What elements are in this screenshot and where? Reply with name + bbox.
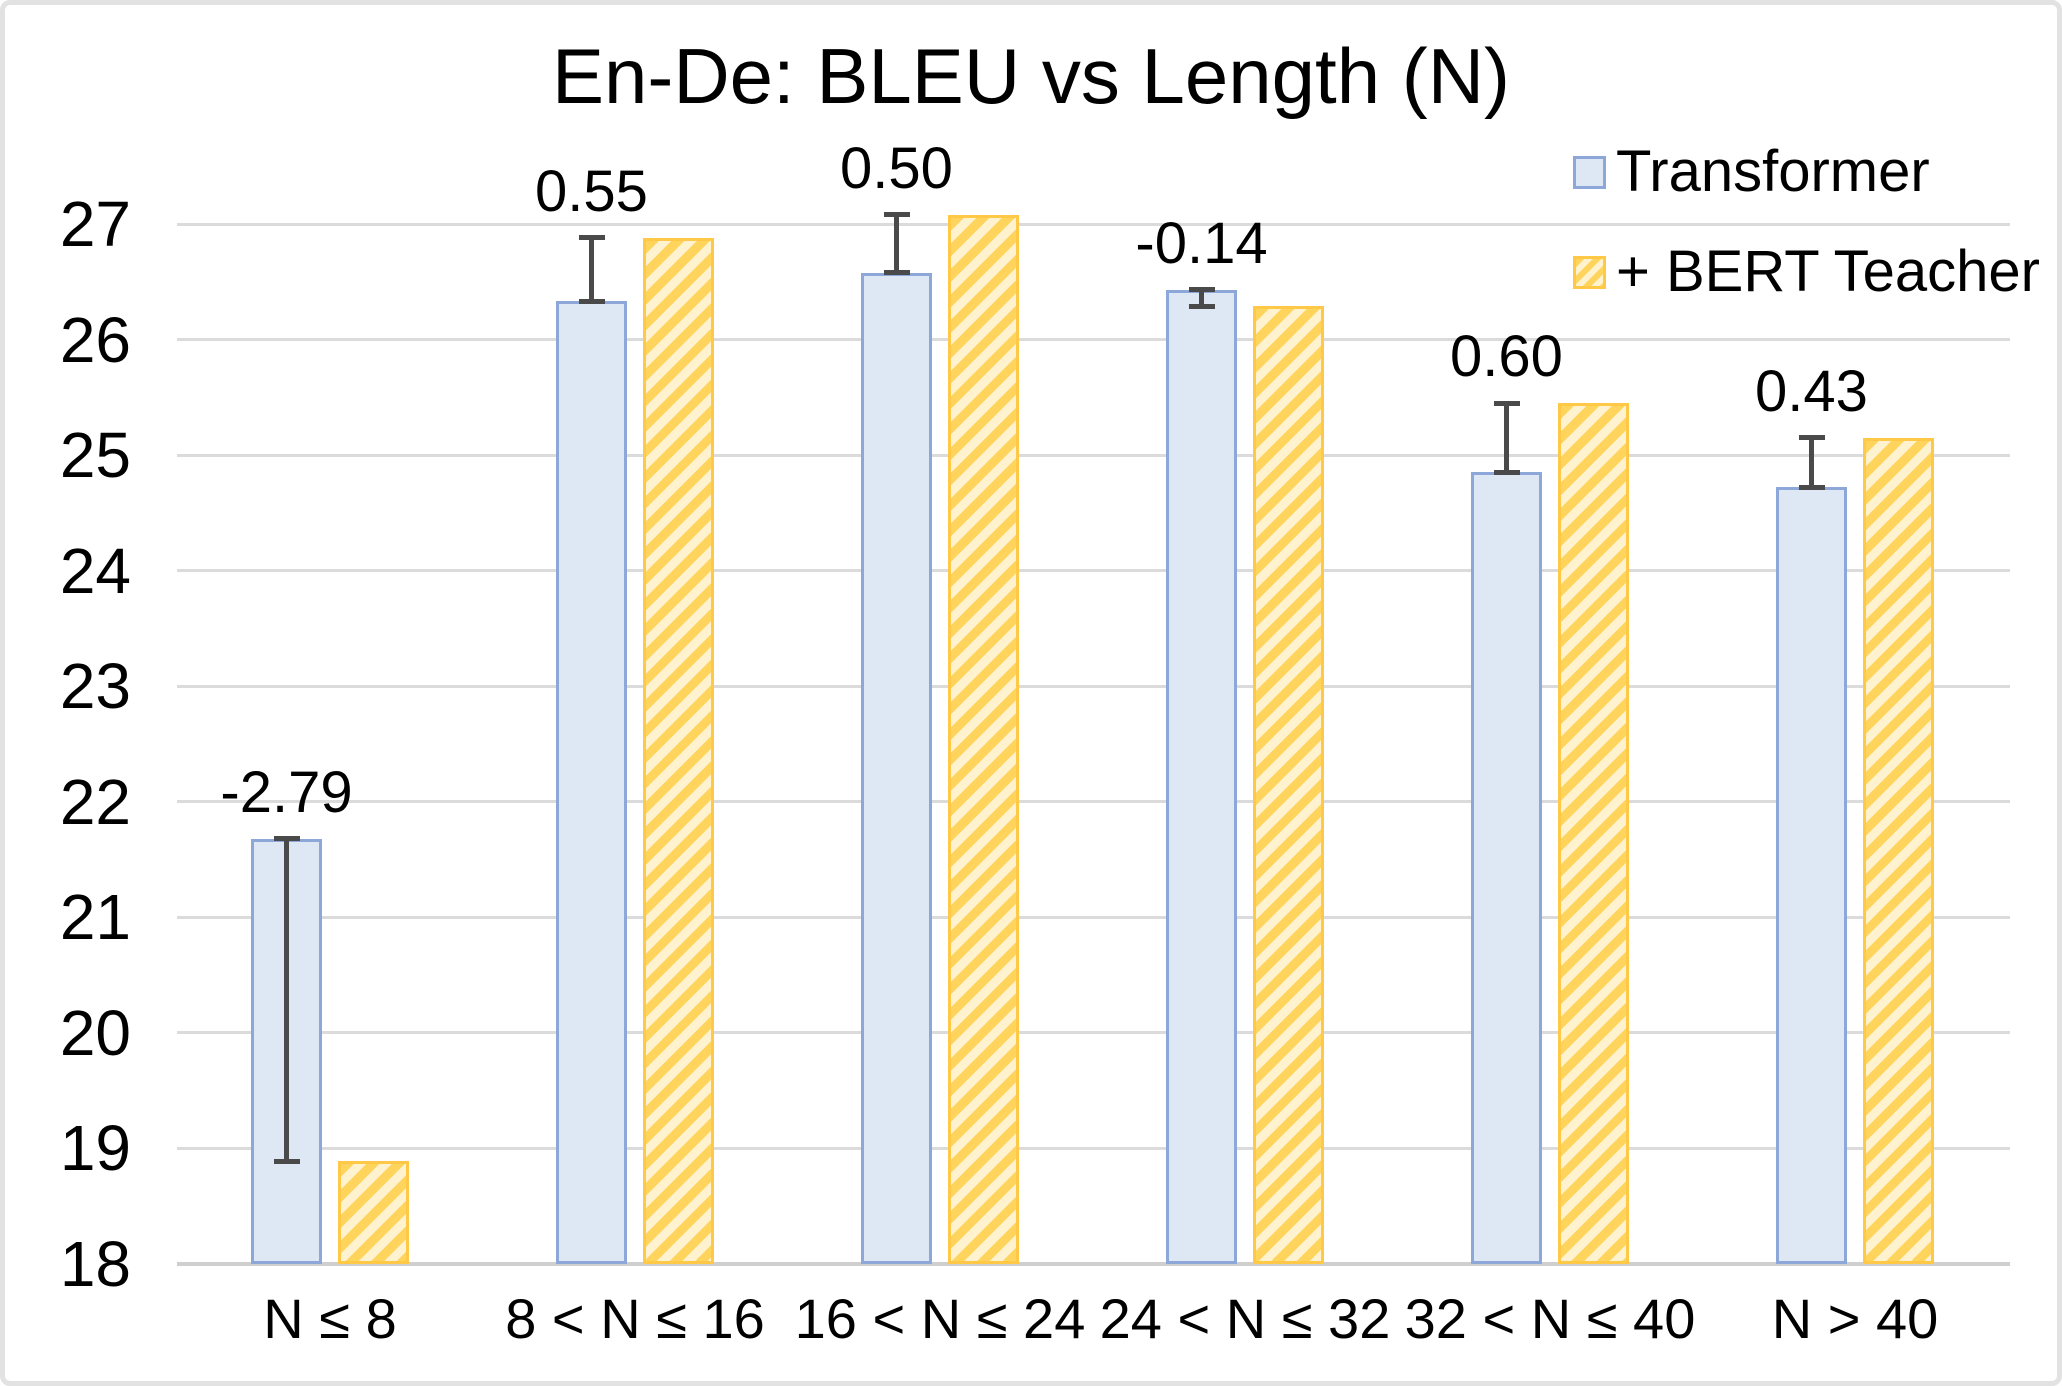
grid-line	[177, 453, 2010, 457]
legend-swatch-transformer-icon	[1573, 155, 1606, 189]
grid-line	[177, 800, 2010, 804]
bar-bert-teacher	[1863, 437, 1934, 1264]
delta-label: 0.60	[1450, 324, 1563, 390]
delta-label: -2.79	[220, 759, 353, 825]
error-bar	[284, 838, 289, 1162]
bar-transformer	[1471, 472, 1542, 1264]
error-bar-cap	[1493, 400, 1520, 406]
y-tick-label: 21	[59, 881, 131, 954]
y-tick-label: 26	[59, 303, 131, 376]
grid-line	[177, 338, 2010, 342]
grid-line	[177, 1031, 2010, 1035]
error-bar-cap	[273, 1158, 300, 1164]
error-bar-cap	[1798, 435, 1825, 441]
bar-bert-teacher	[1253, 306, 1324, 1264]
grid-line	[177, 1261, 2010, 1266]
y-axis: 18 19 20 21 22 23 24 25 26 27	[5, 192, 155, 1296]
delta-label: 0.50	[840, 135, 953, 201]
legend-swatch-bert-teacher-icon	[1573, 255, 1606, 289]
error-bar-cap	[883, 270, 910, 276]
error-bar-cap	[1188, 303, 1215, 309]
error-bar-cap	[1188, 287, 1215, 293]
x-category-label: 32 < N ≤ 40	[1404, 1287, 1696, 1350]
y-tick-label: 22	[59, 765, 131, 838]
x-category-label: 24 < N ≤ 32	[1099, 1287, 1391, 1350]
error-bar-cap	[883, 212, 910, 218]
x-category-label: 16 < N ≤ 24	[794, 1287, 1086, 1350]
grid-line	[177, 222, 2010, 226]
grid-line	[177, 569, 2010, 573]
bar-bert-teacher	[948, 214, 1019, 1264]
legend-label-bert-teacher: + BERT Teacher	[1616, 239, 2040, 304]
y-tick-label: 20	[59, 996, 131, 1069]
bar-transformer	[1166, 289, 1237, 1264]
y-tick-label: 19	[59, 1112, 131, 1185]
legend-item-bert-teacher: + BERT Teacher	[1573, 243, 2040, 301]
x-category-label: N > 40	[1771, 1287, 1939, 1350]
error-bar-cap	[578, 298, 605, 304]
y-tick-label: 18	[59, 1228, 131, 1300]
error-bar	[1809, 437, 1814, 488]
error-bar-cap	[273, 836, 300, 842]
y-tick-label: 27	[59, 188, 131, 260]
chart-title: En-De: BLEU vs Length (N)	[551, 32, 1511, 120]
error-bar	[894, 214, 899, 273]
error-bar	[1199, 289, 1204, 307]
error-bar	[1504, 403, 1509, 473]
bar-transformer	[556, 301, 627, 1264]
grid-line	[177, 915, 2010, 919]
delta-label: 0.55	[535, 158, 648, 224]
bar-transformer	[1776, 487, 1847, 1264]
error-bar-cap	[1798, 484, 1825, 490]
delta-label: 0.43	[1755, 358, 1868, 424]
grid-line	[177, 684, 2010, 688]
error-bar	[589, 237, 594, 302]
bar-bert-teacher	[338, 1161, 409, 1264]
bar-bert-teacher	[1558, 403, 1629, 1264]
grid-line	[177, 1146, 2010, 1150]
y-tick-label: 25	[59, 419, 131, 492]
x-category-label: 8 < N ≤ 16	[505, 1287, 765, 1350]
y-tick-label: 24	[59, 534, 131, 607]
y-tick-label: 23	[59, 650, 131, 723]
error-bar-cap	[1493, 469, 1520, 475]
x-axis: N ≤ 8 8 < N ≤ 16 16 < N ≤ 24 24 < N ≤ 32 32 …	[177, 1289, 2010, 1359]
x-category-label: N ≤ 8	[263, 1287, 397, 1350]
legend-label-transformer: Transformer	[1616, 139, 1930, 204]
error-bar-cap	[578, 235, 605, 241]
bar-bert-teacher	[643, 237, 714, 1264]
legend: Transformer + BERT Teacher	[1573, 143, 2040, 343]
delta-label: -0.14	[1135, 210, 1268, 276]
bar-transformer	[861, 272, 932, 1264]
plot-area: -2.79 0.55 0.50 -0.14 0.60 0.43	[177, 138, 2010, 1266]
legend-item-transformer: Transformer	[1573, 143, 2040, 201]
